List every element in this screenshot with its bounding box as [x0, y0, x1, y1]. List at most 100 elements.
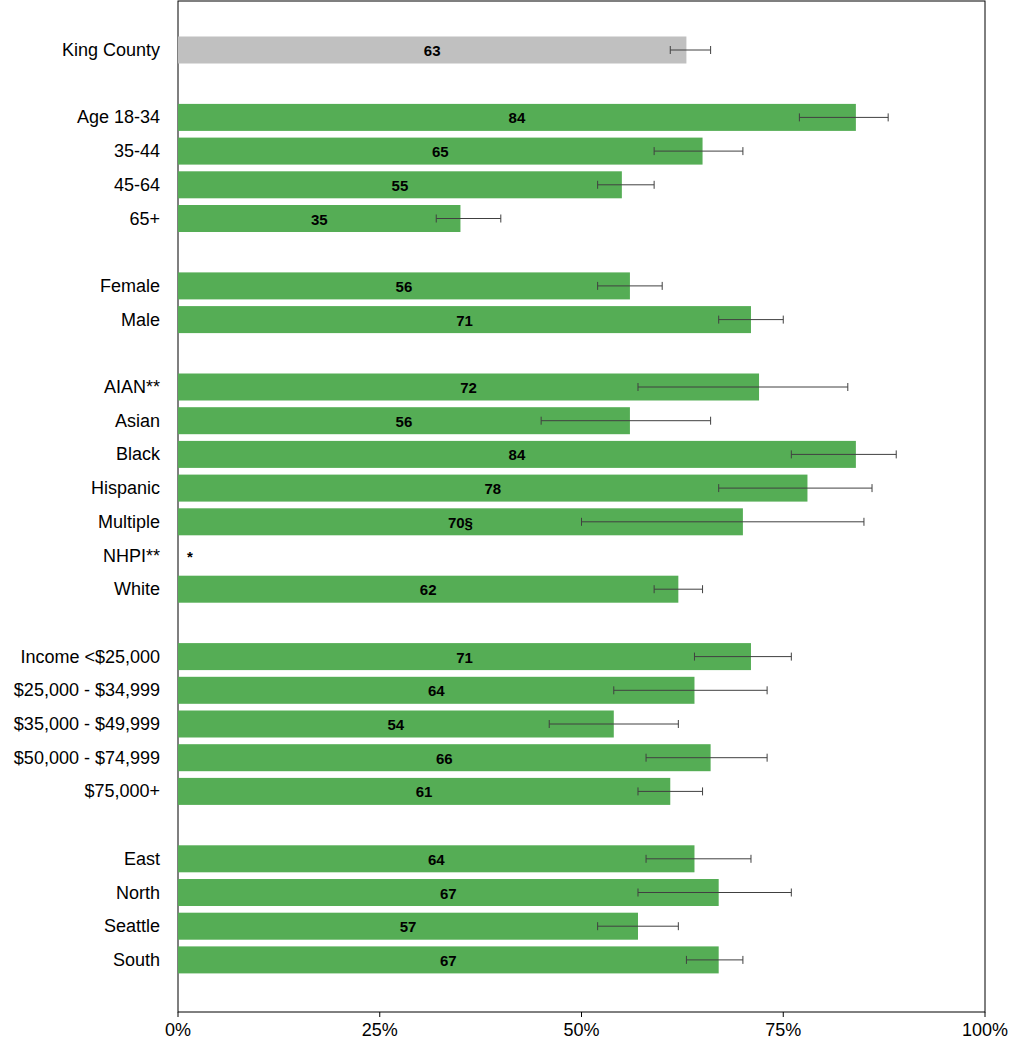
error-bar: [598, 922, 679, 930]
category-label: Age 18-34: [77, 107, 160, 127]
category-label: Male: [121, 310, 160, 330]
tick-mark: [379, 1012, 380, 1017]
data-label: 56: [396, 278, 413, 295]
category-label: East: [124, 849, 160, 869]
data-label: 84: [509, 109, 526, 126]
bar: [178, 272, 630, 299]
error-bar: [598, 181, 654, 189]
data-label: 78: [484, 480, 501, 497]
tick-label: 100%: [962, 1020, 1008, 1040]
bar: [178, 104, 856, 131]
bar: [178, 306, 751, 333]
error-bar: [646, 855, 751, 863]
data-label: 64: [428, 682, 445, 699]
category-label: $75,000+: [84, 781, 160, 801]
tick-label: 0%: [165, 1020, 191, 1040]
data-label: 57: [400, 918, 417, 935]
bar: [178, 205, 460, 232]
tick-label: 25%: [362, 1020, 398, 1040]
category-label: Seattle: [104, 916, 160, 936]
error-bar: [686, 956, 742, 964]
error-bar: [654, 585, 702, 593]
error-bar: [670, 46, 710, 54]
category-label: North: [116, 883, 160, 903]
error-bar: [719, 316, 784, 324]
data-label: 62: [420, 581, 437, 598]
category-label: $25,000 - $34,999: [14, 680, 160, 700]
data-label: 54: [388, 716, 405, 733]
error-bar: [582, 518, 864, 526]
tick-label: 75%: [765, 1020, 801, 1040]
category-label: Multiple: [98, 512, 160, 532]
category-label: South: [113, 950, 160, 970]
category-label: 45-64: [114, 175, 160, 195]
data-label: 56: [396, 413, 413, 430]
category-label: White: [114, 579, 160, 599]
error-bar: [791, 450, 896, 458]
error-bar: [654, 147, 743, 155]
data-label: 66: [436, 750, 453, 767]
tick-mark: [985, 1012, 986, 1017]
category-label: $35,000 - $49,999: [14, 714, 160, 734]
bar: [178, 643, 751, 670]
data-label: 55: [392, 177, 409, 194]
category-label: Income <$25,000: [20, 647, 160, 667]
bar: [178, 711, 614, 738]
data-label: 71: [456, 312, 473, 329]
data-label: 72: [460, 379, 477, 396]
category-label: AIAN**: [104, 377, 160, 397]
data-label: 61: [416, 783, 433, 800]
plot-frame: [178, 1, 985, 1012]
error-bar: [638, 787, 703, 795]
chart: King County 63 Age 18-34 84 35-44 65 45-64 55 65…: [0, 0, 1011, 1041]
data-label: 71: [456, 649, 473, 666]
bar: [178, 778, 670, 805]
bar: [178, 441, 856, 468]
bar: [178, 475, 807, 502]
data-label: 35: [311, 211, 328, 228]
error-bar: [638, 889, 791, 897]
data-label: 84: [509, 446, 526, 463]
category-label: Female: [100, 276, 160, 296]
bar: [178, 913, 638, 940]
bar: [178, 845, 694, 872]
error-bar: [598, 282, 663, 290]
bars: [178, 37, 896, 974]
labels: King County 63 Age 18-34 84 35-44 65 45-64 55 65…: [14, 40, 1008, 1040]
category-label: 35-44: [114, 141, 160, 161]
bar: [178, 576, 678, 603]
error-bar: [638, 383, 848, 391]
error-bar: [646, 754, 767, 762]
tick-mark: [581, 1012, 582, 1017]
category-label: Asian: [115, 411, 160, 431]
bar: [178, 946, 719, 973]
data-label: 67: [440, 952, 457, 969]
tick-mark: [178, 1012, 179, 1017]
data-label: 64: [428, 851, 445, 868]
category-label: Hispanic: [91, 478, 160, 498]
error-bar: [614, 686, 767, 694]
bar: [178, 744, 711, 771]
error-bar: [436, 215, 501, 223]
data-label: 65: [432, 143, 449, 160]
data-label: *: [187, 548, 193, 565]
data-label: 63: [424, 42, 441, 59]
tick-mark: [783, 1012, 784, 1017]
bar: [178, 138, 703, 165]
tick-label: 50%: [563, 1020, 599, 1040]
category-label: $50,000 - $74,999: [14, 748, 160, 768]
error-bar: [799, 113, 888, 121]
error-bar: [549, 720, 678, 728]
category-label: King County: [62, 40, 160, 60]
category-label: Black: [116, 444, 161, 464]
bar: [178, 879, 719, 906]
category-label: NHPI**: [103, 546, 160, 566]
error-bar: [719, 484, 872, 492]
bar: [178, 171, 622, 198]
error-bar: [541, 417, 710, 425]
category-label: 65+: [129, 209, 160, 229]
error-bar: [694, 653, 791, 661]
data-label: 70§: [448, 514, 473, 531]
bar: [178, 37, 686, 64]
data-label: 67: [440, 885, 457, 902]
